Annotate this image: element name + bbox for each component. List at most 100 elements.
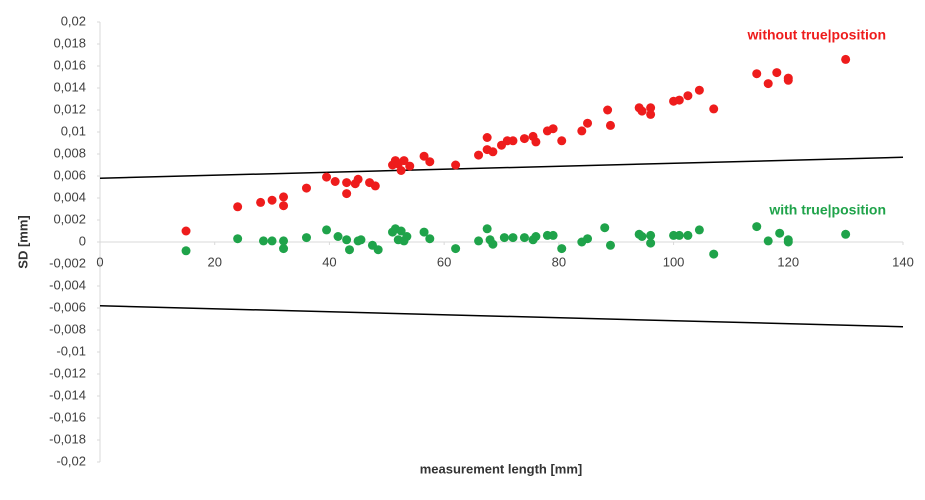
data-point	[519, 233, 529, 243]
data-point	[425, 157, 435, 167]
y-tick-label: -0,004	[49, 277, 86, 292]
x-tick-label: 80	[552, 254, 566, 269]
data-point	[548, 124, 558, 134]
data-point	[322, 172, 332, 182]
data-point	[763, 236, 773, 246]
y-tick-label: -0,002	[49, 255, 86, 270]
data-point	[694, 85, 704, 95]
data-point	[356, 235, 366, 245]
x-axis-label: measurement length [mm]	[420, 461, 583, 476]
data-point	[531, 137, 541, 147]
data-point	[279, 244, 289, 254]
y-tick-label: 0,01	[61, 123, 86, 138]
data-point	[775, 228, 785, 238]
data-point	[763, 79, 773, 89]
y-tick-label: 0	[79, 233, 86, 248]
data-point	[646, 109, 656, 119]
y-tick-label: -0,01	[56, 343, 86, 358]
y-tick-label: 0,012	[53, 101, 86, 116]
data-point	[646, 230, 656, 240]
data-point	[557, 136, 567, 146]
data-point	[752, 69, 762, 79]
x-tick-label: 60	[437, 254, 451, 269]
y-tick-label: -0,018	[49, 431, 86, 446]
data-point	[646, 103, 656, 113]
data-point	[322, 225, 332, 235]
y-tick-label: -0,014	[49, 387, 86, 402]
data-point	[709, 104, 719, 114]
data-point	[258, 236, 268, 246]
y-tick-label: 0,014	[53, 79, 86, 94]
data-point	[474, 236, 484, 246]
limit-line	[99, 156, 904, 179]
data-point	[508, 233, 518, 243]
data-point	[181, 246, 191, 256]
data-point	[279, 201, 289, 211]
data-point	[841, 54, 851, 64]
data-point	[482, 133, 492, 142]
data-point	[342, 178, 352, 188]
data-point	[605, 240, 615, 250]
data-point	[694, 225, 704, 235]
data-point	[600, 223, 610, 233]
data-point	[752, 222, 762, 232]
data-point	[683, 91, 693, 101]
y-tick-label: -0,006	[49, 299, 86, 314]
data-point	[419, 227, 429, 237]
data-point	[508, 136, 518, 146]
data-point	[783, 237, 793, 247]
data-point	[267, 195, 277, 205]
data-point	[342, 235, 352, 245]
y-tick-label: 0,016	[53, 57, 86, 72]
data-point	[181, 226, 191, 236]
data-point	[396, 166, 406, 175]
y-tick-label: -0,012	[49, 365, 86, 380]
data-point	[301, 183, 311, 193]
data-point	[451, 160, 461, 170]
y-tick-label: 0,004	[53, 189, 86, 204]
series-label: without true|position	[747, 27, 886, 43]
y-tick-label: 0,018	[53, 35, 86, 50]
data-point	[499, 233, 509, 243]
data-point	[531, 232, 541, 241]
data-point	[425, 234, 435, 244]
data-point	[841, 229, 851, 239]
data-point	[577, 126, 587, 136]
data-point	[353, 174, 363, 184]
data-point	[342, 189, 352, 199]
data-point	[233, 202, 243, 212]
data-point	[330, 177, 340, 186]
data-point	[256, 197, 266, 207]
y-tick-label: 0,02	[61, 13, 86, 28]
data-point	[396, 226, 406, 236]
data-point	[267, 236, 277, 246]
y-tick-label: -0,02	[56, 453, 86, 468]
data-point	[451, 244, 461, 254]
series-label: with true|position	[768, 202, 886, 218]
data-point	[474, 150, 484, 160]
x-tick-label: 0	[96, 254, 103, 269]
data-point	[488, 239, 498, 249]
data-point	[605, 120, 615, 130]
data-point	[405, 161, 415, 171]
data-point	[301, 233, 311, 243]
data-point	[709, 249, 719, 259]
data-point	[488, 147, 498, 157]
data-point	[279, 192, 289, 202]
data-point	[548, 230, 558, 240]
data-point	[637, 106, 647, 116]
data-point	[674, 95, 684, 105]
x-tick-label: 100	[663, 254, 685, 269]
x-tick-label: 120	[777, 254, 799, 269]
data-point	[279, 236, 289, 246]
data-point	[674, 230, 684, 240]
x-tick-label: 40	[322, 254, 336, 269]
y-tick-label: -0,016	[49, 409, 86, 424]
data-point	[333, 232, 343, 241]
limit-line	[99, 305, 904, 328]
x-tick-label: 20	[207, 254, 221, 269]
data-point	[233, 234, 243, 244]
data-point	[419, 151, 429, 161]
data-point	[402, 232, 412, 241]
